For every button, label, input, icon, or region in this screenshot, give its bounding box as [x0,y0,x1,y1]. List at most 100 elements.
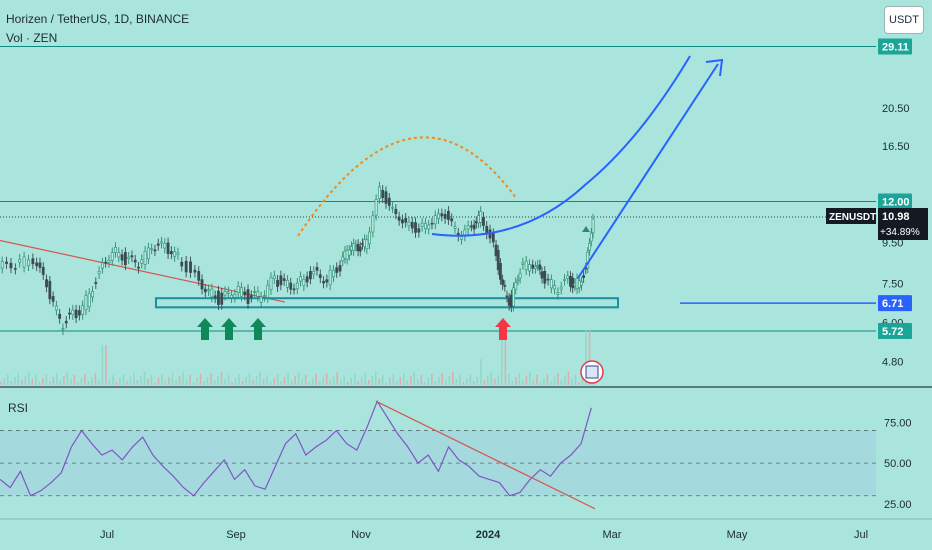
candle-body [266,284,270,298]
volume-bar [378,379,381,385]
candle-body [94,282,98,284]
volume-bar [339,379,342,385]
volume-bar [560,380,563,385]
candle-body [387,197,391,206]
volume-bar [336,372,338,385]
volume-bar [133,373,135,385]
volume-bar [101,345,104,385]
volume-bar [574,375,577,385]
volume-bar [539,382,542,385]
candle-body [117,252,121,258]
volume-bar [522,380,524,385]
level-badge-12-00-label: 12.00 [882,196,910,208]
candle-body [256,291,260,297]
volume-bar [346,382,349,385]
candle-body [127,256,131,259]
volume-bar [164,381,167,385]
candle-body [233,294,237,298]
price-tick-label: 7.50 [882,279,903,291]
candle-body [68,312,71,315]
volume-bar [213,380,216,385]
candle-body [100,262,104,269]
volume-bar [129,377,132,385]
volume-bar [381,375,384,385]
candle-body [540,271,544,279]
candle-body [54,305,58,311]
time-tick-label: Nov [351,529,371,541]
volume-bar [371,376,374,385]
candle-body [553,285,557,290]
candle-body [243,291,247,296]
candle-body [27,259,30,267]
candle-body [153,249,157,252]
volume-bar [266,375,268,385]
candle-body [107,259,111,263]
volume-bar [413,372,416,385]
level-badge-12-00 [878,193,912,210]
candle-body [130,255,134,258]
volume-bar [416,379,419,385]
candle-body [543,271,547,284]
candle-body [491,233,495,243]
volume-bar [459,375,461,385]
candle-body [272,275,276,279]
volume-bar [56,373,58,385]
volume-bar [49,381,51,385]
candle-body [146,247,150,260]
currency-button[interactable]: USDT [884,6,924,34]
volume-bar [385,382,388,385]
volume-bar [294,376,296,385]
volume-bar [308,382,310,385]
volume-bar [487,376,489,385]
candle-body [189,261,192,273]
volume-bar [287,373,289,385]
candle-body [378,186,381,199]
candle-body [286,279,289,288]
volume-bar [311,378,314,385]
volume-bar [185,379,188,385]
volume-bar [448,376,451,385]
level-badge-6-71 [878,295,912,312]
candle-body [569,275,572,287]
candle-body [521,262,525,265]
price-tick-label: 20.50 [882,103,910,115]
candle-body [81,305,85,315]
volume-bar [21,380,23,385]
level-badge-5-72 [878,323,912,340]
price-tick-label: 4.80 [882,357,903,369]
volume-bar [367,380,370,385]
volume-bar [112,375,114,385]
candle-body [207,289,210,292]
volume-bar [283,377,286,385]
volume-bar [304,375,307,385]
volume-bar [462,382,465,385]
candle-body [328,269,332,286]
volume-bar [136,380,139,385]
candle-body [447,210,450,220]
up-arrow-icon [197,318,213,340]
candle-body [203,288,207,293]
volume-bar [504,340,507,385]
volume-bar [273,378,275,385]
candle-body [133,259,137,263]
volume-bar [532,379,535,385]
candle-body [253,291,256,293]
volume-bar [143,372,146,385]
volume-bar [122,374,125,385]
volume-bar [126,381,128,385]
candle-body [295,282,299,290]
level-badge-6-71-label: 6.71 [882,298,903,310]
volume-bar [357,381,360,385]
candle-body [588,243,591,251]
candle-body [397,216,401,221]
candle-body [482,216,485,226]
volume-bar [301,379,303,385]
volume-bar [585,330,587,385]
candle-body [363,239,367,247]
volume-bar [3,378,6,385]
candle-body [292,288,296,291]
candle-body [282,278,286,281]
event-flag-inner-icon [585,365,599,379]
candle-body [575,278,579,290]
volume-label: Vol · ZEN [6,31,58,45]
